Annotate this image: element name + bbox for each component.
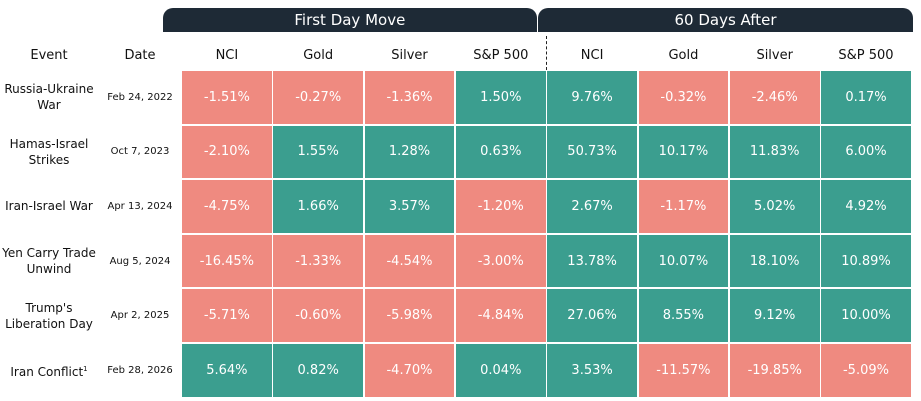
- column-header: Gold: [303, 47, 334, 63]
- value-cell: -5.71%: [182, 289, 272, 342]
- value-cell: 4.92%: [821, 180, 911, 233]
- event-label: Yen Carry Trade Unwind: [2, 235, 96, 288]
- value-cell: -0.60%: [273, 289, 364, 342]
- date-label: Apr 13, 2024: [107, 200, 173, 212]
- value-cell: -16.45%: [182, 234, 272, 288]
- value-cell: 0.82%: [273, 344, 364, 397]
- value-cell: -4.75%: [182, 180, 272, 233]
- value-cell: 10.17%: [638, 125, 729, 179]
- event-text: Iran Conflict1: [10, 364, 88, 379]
- value-cell: 9.76%: [547, 71, 637, 124]
- date-label: Feb 24, 2022: [107, 91, 173, 103]
- divider: [546, 36, 547, 70]
- value-cell: -5.09%: [821, 344, 911, 397]
- group-header: First Day Move: [163, 8, 537, 32]
- event-text: Iran-Israel War: [5, 199, 93, 214]
- value-cell: -1.36%: [364, 71, 455, 124]
- value-cell: -4.84%: [455, 289, 546, 342]
- value-cell: -1.17%: [638, 180, 729, 233]
- value-cell: -4.54%: [364, 234, 455, 288]
- column-header: Silver: [756, 47, 793, 63]
- value-cell: -5.98%: [364, 289, 455, 342]
- value-cell: 13.78%: [547, 234, 637, 288]
- column-header: Date: [124, 47, 156, 63]
- column-header: Event: [30, 47, 68, 63]
- event-text: Russia-Ukraine War: [4, 82, 94, 113]
- value-cell: 1.55%: [273, 125, 364, 179]
- column-header: NCI: [215, 47, 239, 63]
- value-cell: 11.83%: [729, 125, 820, 179]
- group-header: 60 Days After: [538, 8, 913, 32]
- value-cell: -0.27%: [273, 71, 364, 124]
- value-cell: -1.51%: [182, 71, 272, 124]
- value-cell: 3.53%: [547, 344, 637, 397]
- value-cell: 1.28%: [364, 125, 455, 179]
- column-header: Silver: [391, 47, 428, 63]
- value-cell: 6.00%: [821, 125, 911, 179]
- column-header: S&P 500: [473, 47, 529, 63]
- value-cell: 5.02%: [729, 180, 820, 233]
- column-header: S&P 500: [838, 47, 894, 63]
- value-cell: 0.63%: [455, 125, 546, 179]
- event-text: Yen Carry Trade Unwind: [2, 246, 96, 277]
- value-cell: 10.07%: [638, 234, 729, 288]
- value-cell: 8.55%: [638, 289, 729, 342]
- value-cell: 27.06%: [547, 289, 637, 342]
- date-label: Oct 7, 2023: [110, 146, 170, 158]
- value-cell: 1.66%: [273, 180, 364, 233]
- value-cell: -2.46%: [729, 71, 820, 124]
- value-cell: 0.17%: [821, 71, 911, 124]
- value-cell: 18.10%: [729, 234, 820, 288]
- value-cell: -0.32%: [638, 71, 729, 124]
- date-label: Aug 5, 2024: [109, 255, 171, 267]
- value-cell: 10.00%: [821, 289, 911, 342]
- value-cell: 50.73%: [547, 125, 637, 179]
- date-label: Feb 28, 2026: [107, 364, 173, 376]
- value-cell: 5.64%: [182, 344, 272, 397]
- date-label: Apr 2, 2025: [110, 310, 170, 322]
- value-cell: 9.12%: [729, 289, 820, 342]
- value-cell: -3.00%: [455, 234, 546, 288]
- value-cell: -19.85%: [729, 344, 820, 397]
- event-text: Trump's Liberation Day: [5, 300, 93, 331]
- event-text: Hamas-Israel Strikes: [9, 136, 89, 167]
- footnote-mark: 1: [83, 364, 88, 373]
- value-cell: -2.10%: [182, 125, 272, 179]
- value-cell: 3.57%: [364, 180, 455, 233]
- value-cell: -11.57%: [638, 344, 729, 397]
- value-cell: -4.70%: [364, 344, 455, 397]
- value-cell: -1.33%: [273, 234, 364, 288]
- event-label: Iran Conflict1: [2, 344, 96, 397]
- value-cell: 0.04%: [455, 344, 546, 397]
- event-label: Russia-Ukraine War: [2, 71, 96, 124]
- value-cell: 2.67%: [547, 180, 637, 233]
- column-header: Gold: [668, 47, 699, 63]
- event-label: Iran-Israel War: [2, 180, 96, 233]
- value-cell: 1.50%: [455, 71, 546, 124]
- value-cell: 10.89%: [821, 234, 911, 288]
- event-label: Trump's Liberation Day: [2, 289, 96, 342]
- event-label: Hamas-Israel Strikes: [2, 126, 96, 179]
- column-header: NCI: [580, 47, 604, 63]
- value-cell: -1.20%: [455, 180, 546, 233]
